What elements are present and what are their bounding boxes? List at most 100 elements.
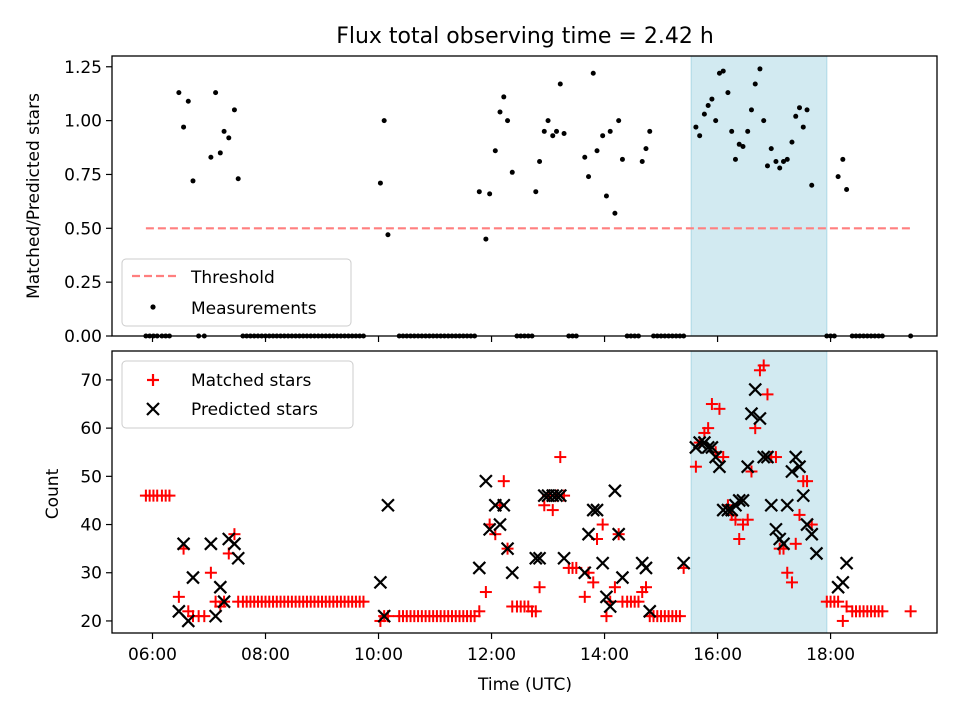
predicted-star-point [721, 503, 735, 517]
legend-matched-swatch [147, 374, 159, 386]
predicted-star-point [204, 537, 218, 551]
matched-star-point [538, 499, 551, 512]
measurement-point [643, 146, 649, 152]
measurement-point [487, 191, 493, 197]
matched-star-point [729, 513, 742, 526]
x-tick-label: 10:00 [354, 645, 403, 665]
matched-star-point [801, 475, 814, 488]
matched-star-point [529, 605, 542, 618]
x-tick-label: 06:00 [128, 645, 177, 665]
top-legend: Threshold Measurements [121, 258, 352, 327]
matched-star-point [632, 595, 645, 608]
measurement-point [185, 98, 191, 104]
measurement-point [764, 163, 770, 169]
top-legend-box [121, 258, 352, 327]
matched-star-point [578, 590, 591, 603]
y-tick-label: 0.75 [64, 165, 102, 185]
predicted-star-point [642, 604, 657, 619]
predicted-star-point [181, 614, 196, 628]
matched-star-point [713, 402, 726, 415]
measurement-point [231, 107, 237, 113]
matched-star-point [587, 576, 600, 589]
measurement-point [603, 193, 609, 199]
measurement-point [616, 118, 622, 124]
predicted-star-point [769, 522, 783, 537]
measurement-point [740, 143, 746, 149]
legend-measurements-label: Measurements [191, 299, 317, 319]
predicted-star-point [577, 565, 592, 580]
predicted-star-point [505, 565, 520, 580]
predicted-star-point [373, 575, 388, 590]
measurement-point [505, 118, 511, 124]
predicted-star-point [615, 570, 630, 585]
predicted-star-point [701, 440, 715, 455]
y-tick-label: 40 [80, 516, 102, 536]
measurement-point [840, 156, 846, 162]
measurement-point [761, 118, 767, 124]
predicted-star-point [213, 580, 228, 594]
matched-star-point [702, 422, 715, 435]
matched-star-point [608, 581, 621, 594]
matched-star-point [904, 605, 917, 618]
matched-star-point [876, 605, 889, 618]
measurement-point [697, 133, 703, 139]
predicted-star-point [744, 406, 759, 421]
predicted-star-point [231, 551, 245, 566]
predicted-star-point [753, 411, 767, 426]
predicted-star-point [217, 594, 231, 609]
measurement-point [752, 81, 758, 87]
predicted-star-point [482, 522, 497, 537]
predicted-star-point [603, 599, 617, 614]
measurement-point [709, 96, 715, 102]
predicted-star-point [381, 498, 395, 513]
measurement-point [492, 148, 498, 154]
predicted-star-point [780, 498, 795, 513]
measurement-point [501, 94, 507, 100]
predicted-star-point [639, 561, 653, 575]
matched-star-point [769, 451, 782, 464]
measurement-point [612, 210, 618, 216]
predicted-star-point [493, 517, 507, 532]
x-tick-label: 16:00 [693, 645, 742, 665]
measurement-point [797, 105, 802, 111]
measurement-point [557, 81, 563, 87]
measurement-point [554, 128, 560, 134]
measurement-point [725, 90, 731, 96]
y-tick-label: 0.50 [64, 219, 102, 239]
predicted-star-point [186, 570, 200, 585]
predicted-star-point [208, 609, 223, 623]
predicted-star-point [748, 382, 763, 397]
predicted-star-point [500, 541, 515, 556]
measurement-point [213, 90, 219, 96]
bottom-highlight-span [690, 350, 828, 634]
measurement-point [541, 128, 547, 134]
measurement-point [768, 146, 774, 152]
predicted-star-point [740, 459, 755, 474]
measurement-point [476, 189, 482, 195]
predicted-star-point [611, 527, 626, 541]
matched-star-point [554, 451, 567, 464]
measurement-point [600, 133, 606, 139]
measurement-point [789, 139, 795, 145]
top-axes-frame [111, 55, 938, 337]
measurement-point [720, 68, 726, 74]
legend-matched-label: Matched stars [191, 371, 311, 391]
predicted-star-point [692, 435, 707, 450]
y-tick-label: 0.00 [64, 327, 102, 347]
matched-star-point [198, 610, 211, 623]
matched-star-point [781, 566, 794, 579]
measurement-point [497, 109, 503, 115]
measurement-point [181, 124, 187, 130]
bottom-axes-frame [111, 350, 938, 634]
predicted-star-point [705, 440, 719, 455]
matched-star-point [757, 359, 770, 372]
measurement-point [835, 174, 841, 180]
predicted-star-point [712, 459, 727, 474]
predicted-star-point [764, 498, 779, 513]
matched-star-point [546, 504, 559, 517]
predicted-star-point [796, 488, 811, 503]
predicted-star-point [760, 450, 775, 464]
matched-star-point [163, 489, 176, 502]
predicted-star-point [377, 609, 391, 623]
